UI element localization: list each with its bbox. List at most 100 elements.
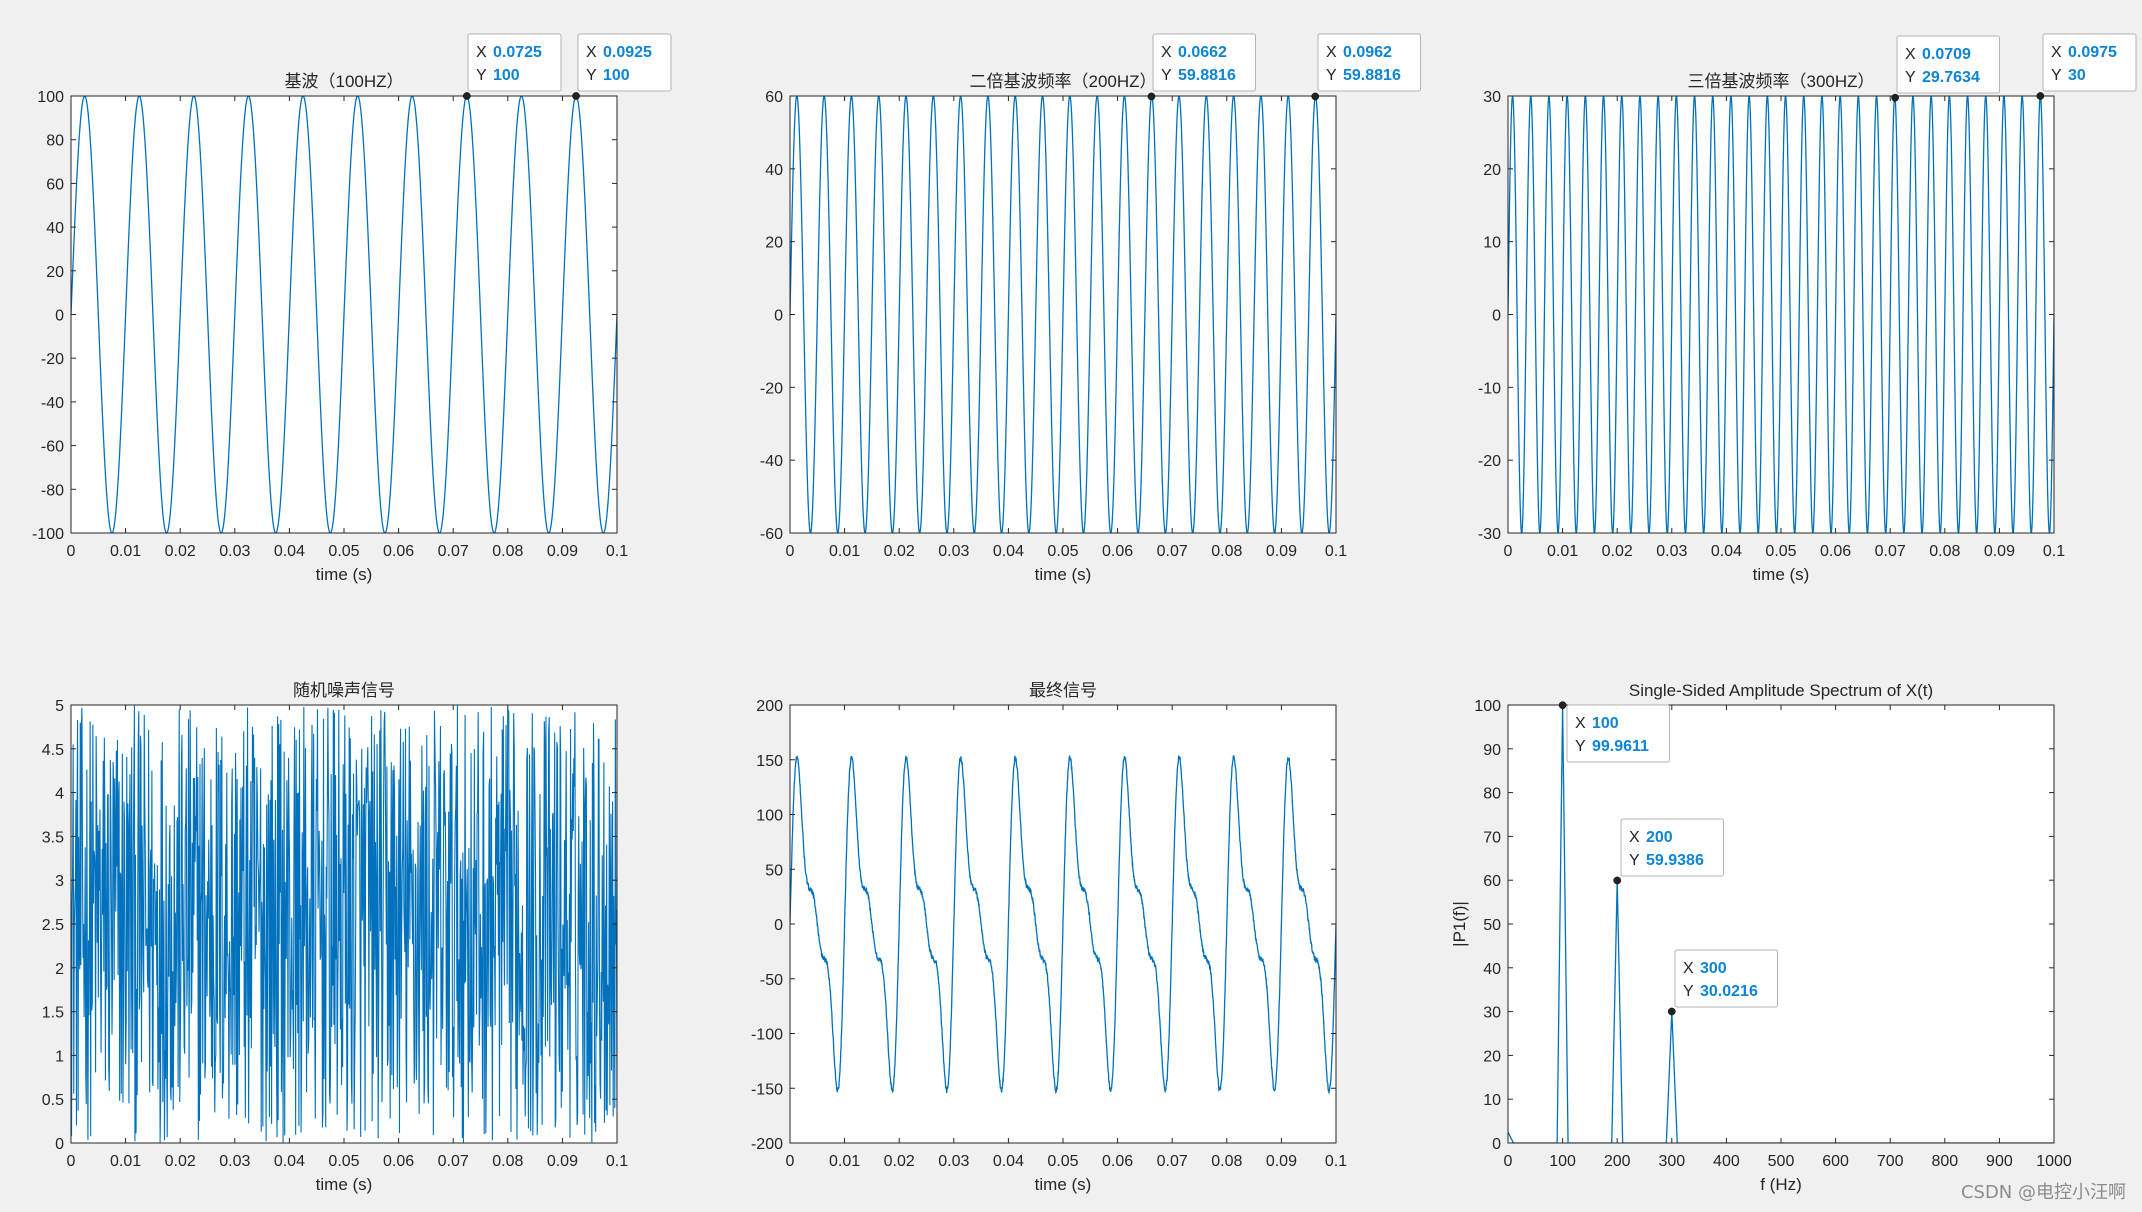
datatip-box xyxy=(1620,818,1724,877)
datatip: X 200 Y 59.9386 xyxy=(1613,818,1724,885)
y-tick-label: 20 xyxy=(1483,1048,1501,1065)
x-tick-label: 800 xyxy=(1931,1153,1958,1170)
y-tick-label: -20 xyxy=(41,351,64,368)
x-tick-label: 200 xyxy=(1604,1153,1631,1170)
series-line-spectrum xyxy=(1508,705,2054,1143)
y-tick-label: 80 xyxy=(46,133,64,150)
y-tick-label: -10 xyxy=(1478,380,1501,397)
x-tick-label: 0.05 xyxy=(1765,543,1796,560)
y-tick-label: 4 xyxy=(55,786,64,803)
y-tick-label: 20 xyxy=(46,264,64,281)
x-tick-label: 0.05 xyxy=(1047,543,1078,560)
x-tick-label: 0.09 xyxy=(1266,1153,1297,1170)
y-tick-label: 2.5 xyxy=(42,917,64,934)
x-tick-label: 0.1 xyxy=(606,543,628,560)
x-tick-label: 0.06 xyxy=(1102,543,1133,560)
x-axis-label: time (s) xyxy=(316,1175,373,1194)
chart-second-harmonic: 0 0.01 0.02 0.03 0.04 0.05 0.06 0.07 0.08 0.09 0.1… xyxy=(760,33,1421,584)
y-tick-label: 0 xyxy=(55,1136,64,1153)
series-line-random-noise xyxy=(71,705,617,1143)
y-tick-label: 90 xyxy=(1483,742,1501,759)
y-tick-label: 60 xyxy=(46,176,64,193)
x-tick-label: 0.04 xyxy=(993,1153,1024,1170)
datatip-y-value: 100 xyxy=(493,67,520,84)
datatip-y-key: Y xyxy=(1326,67,1337,84)
x-tick-label: 1000 xyxy=(2036,1153,2072,1170)
x-tick-label: 0.01 xyxy=(110,543,141,560)
x-tick-label: 0.06 xyxy=(1102,1153,1133,1170)
datatip-y-key: Y xyxy=(2051,67,2062,84)
y-axis-label: |P1(f)| xyxy=(1450,901,1469,947)
series-line-fundamental xyxy=(71,96,617,533)
y-tick-label: 30 xyxy=(1483,89,1501,106)
datatip-x-key: X xyxy=(1683,960,1694,977)
datatip-box xyxy=(1896,35,2000,94)
x-tick-label: 900 xyxy=(1986,1153,2013,1170)
datatip-x-value: 0.0925 xyxy=(603,44,652,61)
y-tick-label: 40 xyxy=(46,220,64,237)
chart-title: 基波（100HZ） xyxy=(284,72,403,91)
datatip-box xyxy=(1152,33,1256,92)
x-tick-label: 600 xyxy=(1822,1153,1849,1170)
watermark: CSDN @电控小汪啊 xyxy=(1960,1182,2126,1203)
y-tick-label: -30 xyxy=(1478,526,1501,543)
y-tick-label: 0 xyxy=(1492,308,1501,325)
x-tick-label: 0.09 xyxy=(1984,543,2015,560)
datatip: X 0.0662 Y 59.8816 xyxy=(1147,33,1256,101)
datatip-y-key: Y xyxy=(1905,69,1916,86)
series-line-third-harmonic xyxy=(1508,96,2054,533)
x-tick-label: 0.02 xyxy=(884,543,915,560)
chart-third-harmonic: 0 0.01 0.02 0.03 0.04 0.05 0.06 0.07 0.08 0.09 0.1… xyxy=(1478,33,2137,584)
y-tick-label: -100 xyxy=(751,1027,783,1044)
x-tick-label: 300 xyxy=(1658,1153,1685,1170)
datatip-x-value: 0.0975 xyxy=(2068,44,2117,61)
x-tick-label: 0.07 xyxy=(1157,543,1188,560)
x-tick-label: 0 xyxy=(1504,543,1513,560)
x-tick-label: 0.08 xyxy=(1211,1153,1242,1170)
y-tick-label: 1 xyxy=(55,1048,64,1065)
y-tick-label: 3 xyxy=(55,873,64,890)
datatip-y-value: 59.8816 xyxy=(1343,67,1401,84)
y-tick-label: 40 xyxy=(765,162,783,179)
x-tick-label: 0.05 xyxy=(328,543,359,560)
chart-fundamental: 0 0.01 0.02 0.03 0.04 0.05 0.06 0.07 0.08 0.09 0.1… xyxy=(32,33,672,584)
datatip: X 100 Y 99.9611 xyxy=(1558,701,1670,763)
x-tick-label: 0.04 xyxy=(1711,543,1742,560)
x-tick-label: 0.09 xyxy=(1266,543,1297,560)
x-tick-label: 0.06 xyxy=(383,543,414,560)
datatip-y-value: 99.9611 xyxy=(1592,738,1649,755)
y-tick-label: -40 xyxy=(760,453,783,470)
datatip: X 0.0725 Y 100 xyxy=(463,33,562,100)
y-tick-label: 200 xyxy=(756,698,783,715)
x-tick-label: 0.03 xyxy=(219,543,250,560)
x-tick-label: 0.07 xyxy=(438,543,469,560)
plot-area xyxy=(1508,705,2054,1143)
y-tick-label: -60 xyxy=(41,439,64,456)
x-tick-label: 0.1 xyxy=(1325,543,1347,560)
x-tick-label: 0.04 xyxy=(274,1153,305,1170)
x-tick-label: 0.08 xyxy=(1929,543,1960,560)
chart-title: 随机噪声信号 xyxy=(293,681,395,700)
y-tick-label: 100 xyxy=(756,808,783,825)
series-line-second-harmonic xyxy=(790,96,1336,533)
datatip-x-key: X xyxy=(1161,44,1172,61)
datatip: X 0.0709 Y 29.7634 xyxy=(1891,35,2000,102)
x-tick-label: 0.06 xyxy=(1820,543,1851,560)
y-tick-label: -40 xyxy=(41,395,64,412)
datatip-x-key: X xyxy=(1575,715,1586,732)
y-tick-label: 1.5 xyxy=(42,1005,64,1022)
datatip-box xyxy=(1674,949,1778,1008)
x-tick-label: 0.08 xyxy=(492,1153,523,1170)
datatip-x-key: X xyxy=(586,44,597,61)
x-tick-label: 0.01 xyxy=(1547,543,1578,560)
y-tick-label: 0 xyxy=(774,308,783,325)
datatip-marker xyxy=(1667,1007,1676,1016)
y-tick-label: 60 xyxy=(765,89,783,106)
y-tick-label: 20 xyxy=(765,235,783,252)
x-tick-label: 0.07 xyxy=(1157,1153,1188,1170)
x-tick-label: 0 xyxy=(67,1153,76,1170)
datatip: X 0.0925 Y 100 xyxy=(572,33,672,100)
x-tick-label: 100 xyxy=(1549,1153,1576,1170)
datatip-box xyxy=(467,33,562,92)
datatip-box xyxy=(577,33,672,92)
